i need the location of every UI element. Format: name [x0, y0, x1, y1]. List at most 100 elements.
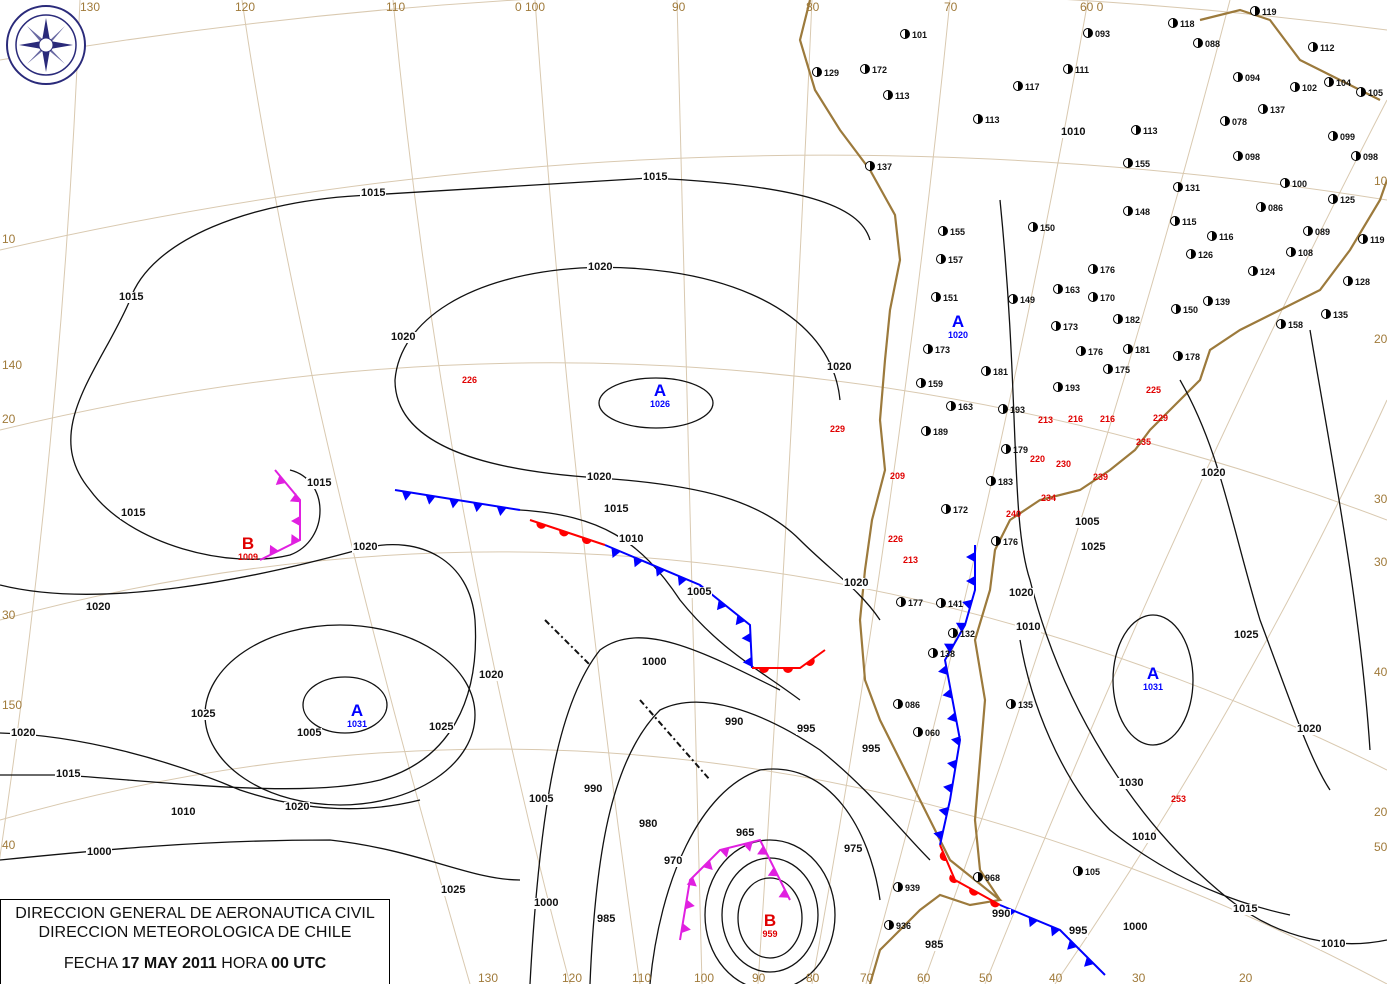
station-pressure: 102: [1302, 83, 1318, 93]
high-pressure-center: A 1020: [933, 313, 983, 340]
cold-front-symbol: [946, 712, 957, 723]
station-pressure: 178: [1185, 352, 1201, 362]
station-cloud-cover-icon: [1358, 234, 1368, 244]
station-cloud-cover-icon: [1193, 38, 1203, 48]
warm-front-symbol: [536, 522, 547, 529]
station-pressure: 141: [948, 599, 964, 609]
station-plot: 150: [1028, 222, 1055, 233]
station-plot: 098: [1233, 151, 1260, 162]
station-plot: 179: [1001, 444, 1028, 455]
graticule-label: 80: [806, 971, 820, 984]
station-cloud-cover-icon: [1170, 216, 1180, 226]
warm-front-symbol: [581, 537, 592, 544]
station-pressure: 088: [1205, 39, 1221, 49]
low-pressure-center: B 1009: [223, 535, 273, 562]
station-plot: 094: [1233, 72, 1260, 83]
cold-front-symbol: [425, 494, 436, 505]
cold-front-symbol: [449, 498, 460, 509]
graticule-label: 20: [1239, 971, 1253, 984]
station-cloud-cover-icon: [1028, 222, 1038, 232]
station-plot: 172: [941, 504, 968, 515]
station-cloud-cover-icon: [1123, 344, 1133, 354]
isobar-label: 1020: [284, 801, 311, 813]
center-pressure: 1031: [1142, 682, 1164, 692]
cold-front: [939, 545, 976, 846]
graticule-label: 100: [694, 971, 715, 984]
station-cloud-cover-icon: [1276, 319, 1286, 329]
station-pressure: 089: [1315, 227, 1331, 237]
station-plot: 115: [1170, 216, 1197, 227]
graticule-label: 150: [2, 698, 23, 712]
isobar-label: 1025: [1080, 541, 1107, 553]
cold-front-symbol: [473, 502, 483, 513]
station-cloud-cover-icon: [1088, 264, 1098, 274]
station-pressure: 229: [1153, 413, 1169, 423]
station-plot: 213: [903, 555, 918, 565]
station-cloud-cover-icon: [1328, 131, 1338, 141]
cold-front-symbol: [950, 735, 961, 746]
cold-front-symbol: [633, 557, 643, 568]
isobar-label: 995: [861, 743, 882, 755]
station-pressure: 235: [1136, 437, 1152, 447]
station-pressure: 177: [908, 598, 924, 608]
occluded-front-symbol: [291, 515, 300, 526]
station-plot: 193: [998, 404, 1025, 415]
station-plot: 936: [884, 920, 911, 931]
station-cloud-cover-icon: [1351, 151, 1361, 161]
station-plot: 193: [1053, 382, 1080, 393]
station-pressure: 968: [985, 873, 1001, 883]
station-pressure: 135: [1333, 310, 1349, 320]
station-plot: 111: [1063, 64, 1089, 75]
isobar-label: 1010: [618, 533, 645, 545]
station-plot: 104: [1324, 77, 1351, 88]
graticule-label: 60 0: [1080, 0, 1104, 14]
isobar-label: 1025: [440, 884, 467, 896]
warm-front-symbol: [805, 658, 815, 666]
graticule-label: 90: [752, 971, 766, 984]
station-plot: 099: [1328, 131, 1355, 142]
station-pressure: 093: [1095, 29, 1111, 39]
cold-front-symbol: [735, 614, 746, 626]
station-plot: 229: [1153, 413, 1168, 423]
station-plot: 183: [986, 476, 1013, 487]
station-pressure: 148: [1135, 207, 1151, 217]
cold-front-symbol: [966, 552, 975, 562]
isobar-label: 1020: [843, 577, 870, 589]
station-cloud-cover-icon: [1131, 125, 1141, 135]
station-pressure: 105: [1085, 867, 1101, 877]
station-pressure: 176: [1003, 537, 1019, 547]
station-cloud-cover-icon: [1173, 182, 1183, 192]
cold-front-symbol: [1067, 939, 1077, 950]
station-plot: 086: [893, 699, 920, 710]
station-plot: 112: [1308, 42, 1335, 53]
graticule-label: 50: [1374, 840, 1387, 854]
station-plot: 163: [946, 401, 973, 412]
station-pressure: 155: [1135, 159, 1151, 169]
station-plot: 181: [1123, 344, 1150, 355]
station-plot: 176: [1088, 264, 1115, 275]
station-cloud-cover-icon: [1207, 231, 1217, 241]
occluded-front-symbol: [743, 841, 753, 852]
station-cloud-cover-icon: [973, 114, 983, 124]
isobar-label: 1020: [390, 331, 417, 343]
warm-front-symbol: [759, 668, 769, 673]
cold-front-symbol: [611, 547, 621, 558]
station-pressure: 115: [1182, 217, 1197, 227]
station-pressure: 226: [462, 375, 478, 385]
station-cloud-cover-icon: [1286, 247, 1296, 257]
station-pressure: 181: [993, 367, 1009, 377]
station-plot: 172: [860, 64, 887, 75]
station-pressure: 172: [953, 505, 969, 515]
station-cloud-cover-icon: [1171, 304, 1181, 314]
cold-front-symbol: [938, 806, 949, 817]
station-pressure: 139: [1215, 297, 1231, 307]
center-symbol: B: [241, 534, 255, 553]
cold-front-symbol: [938, 665, 948, 676]
station-pressure: 213: [1038, 415, 1054, 425]
station-cloud-cover-icon: [883, 90, 893, 100]
station-pressure: 094: [1245, 73, 1261, 83]
graticule-label: 110: [632, 971, 652, 984]
station-pressure: 151: [943, 293, 959, 303]
station-pressure: 189: [933, 427, 949, 437]
